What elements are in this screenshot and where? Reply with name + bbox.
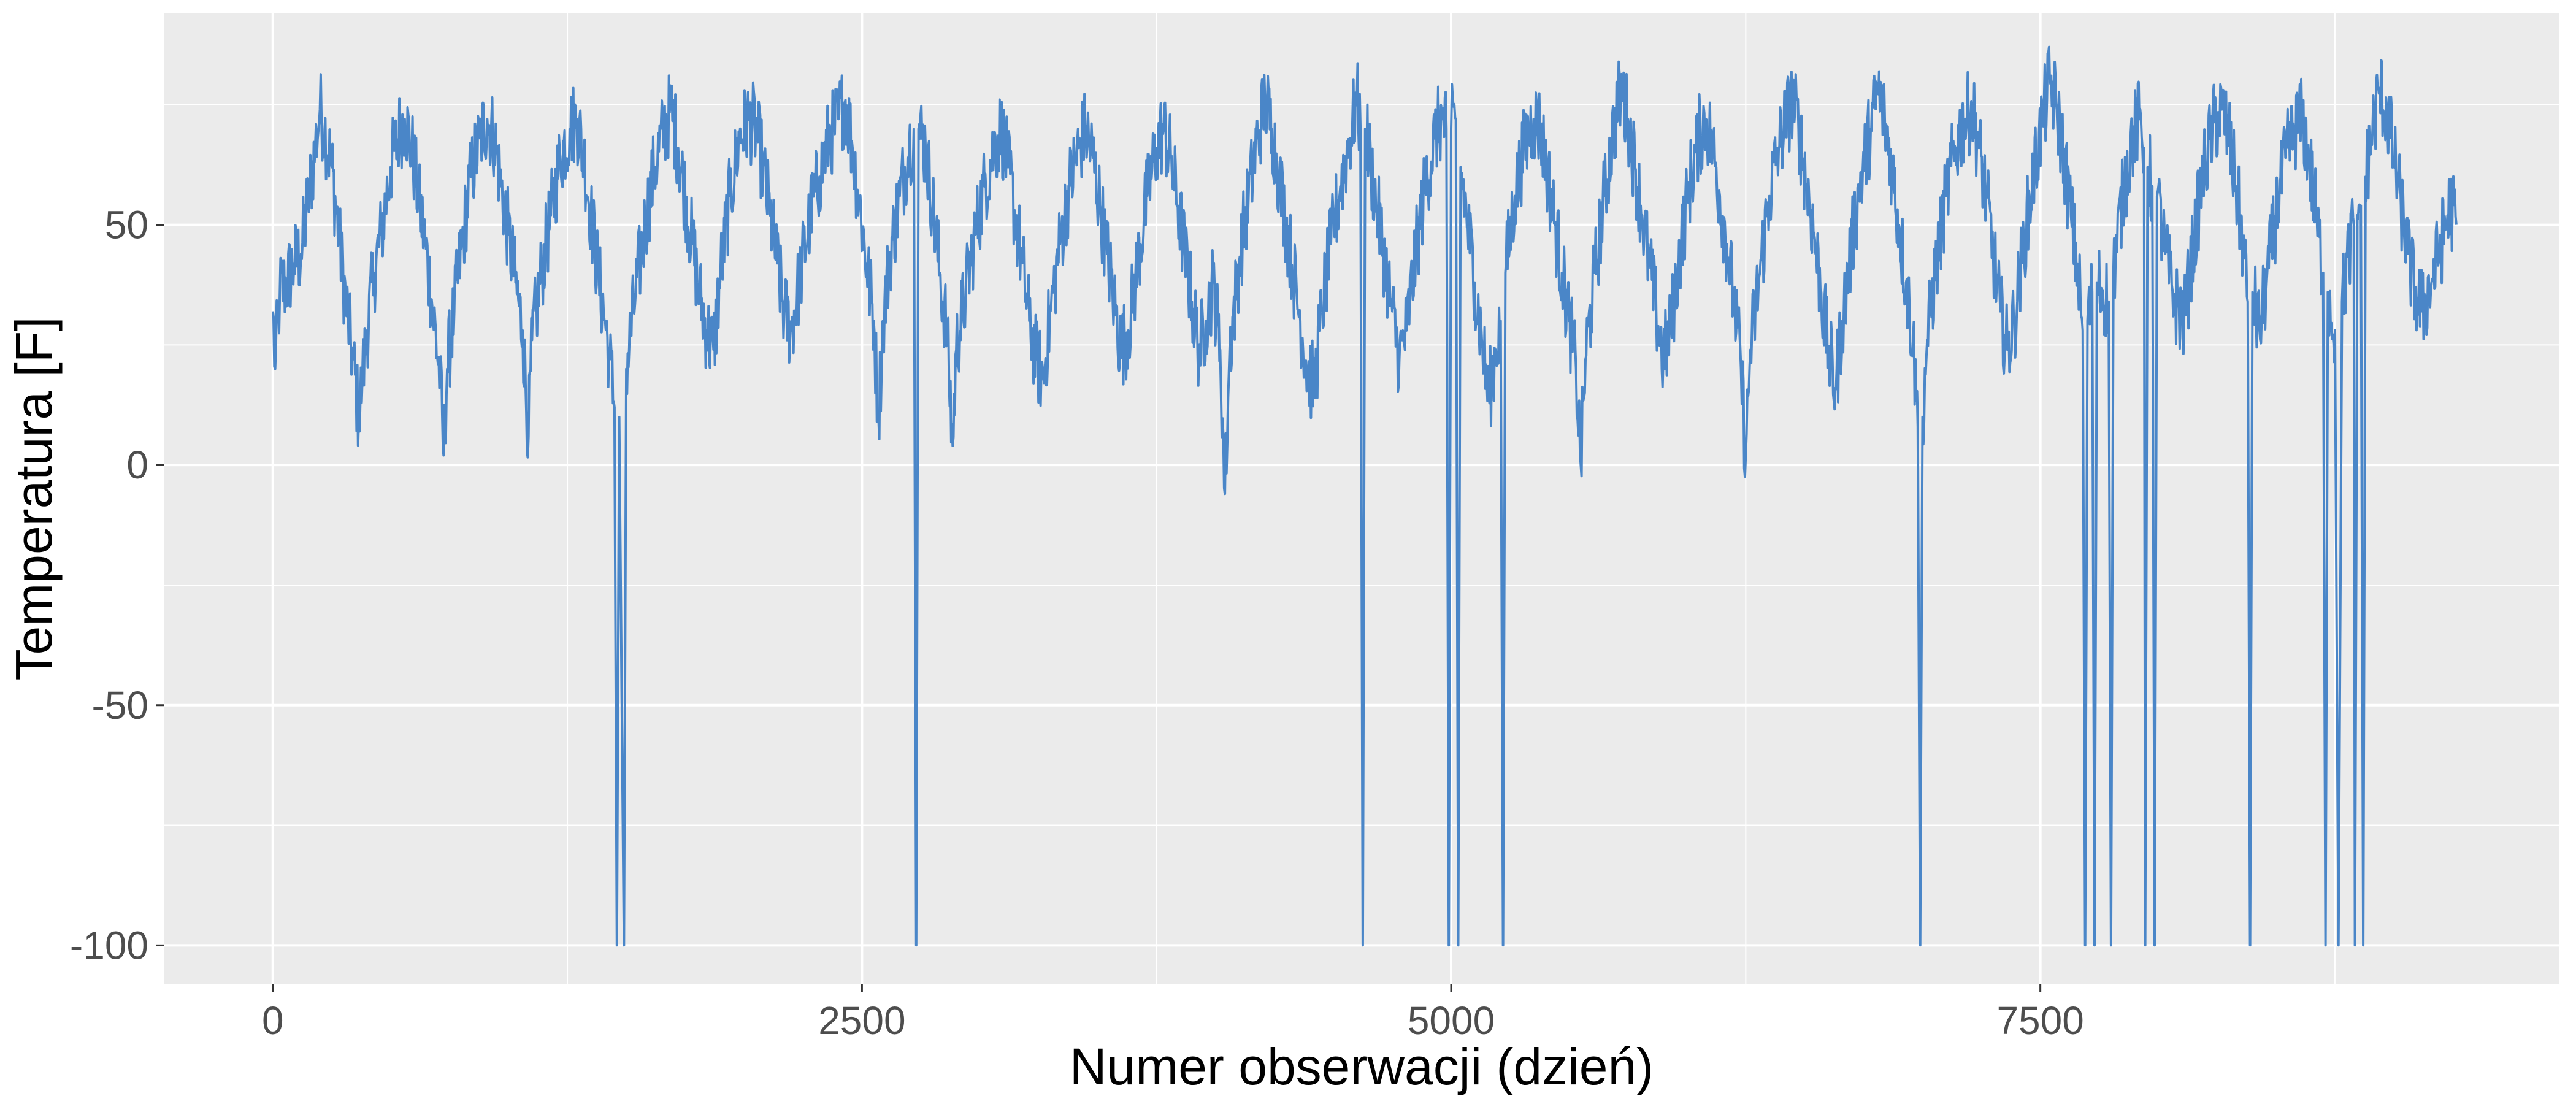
temperature-series-line — [271, 45, 2458, 947]
y-tick-label: 0 — [126, 443, 148, 487]
x-tick-label: 7500 — [1996, 999, 2083, 1043]
y-axis-ticks: -100 -50 0 50 — [70, 203, 164, 967]
y-tick-label: -100 — [70, 923, 148, 967]
x-tick-label: 5000 — [1408, 999, 1495, 1043]
x-axis-ticks: 0 2500 5000 7500 — [262, 984, 2084, 1043]
y-tick-label: -50 — [92, 683, 149, 727]
y-axis-title: Temperatura [F] — [5, 317, 63, 681]
x-tick-label: 2500 — [818, 999, 905, 1043]
x-axis-title: Numer obserwacji (dzień) — [1070, 1038, 1654, 1095]
x-tick-label: 0 — [262, 999, 284, 1043]
y-tick-label: 50 — [105, 203, 148, 247]
